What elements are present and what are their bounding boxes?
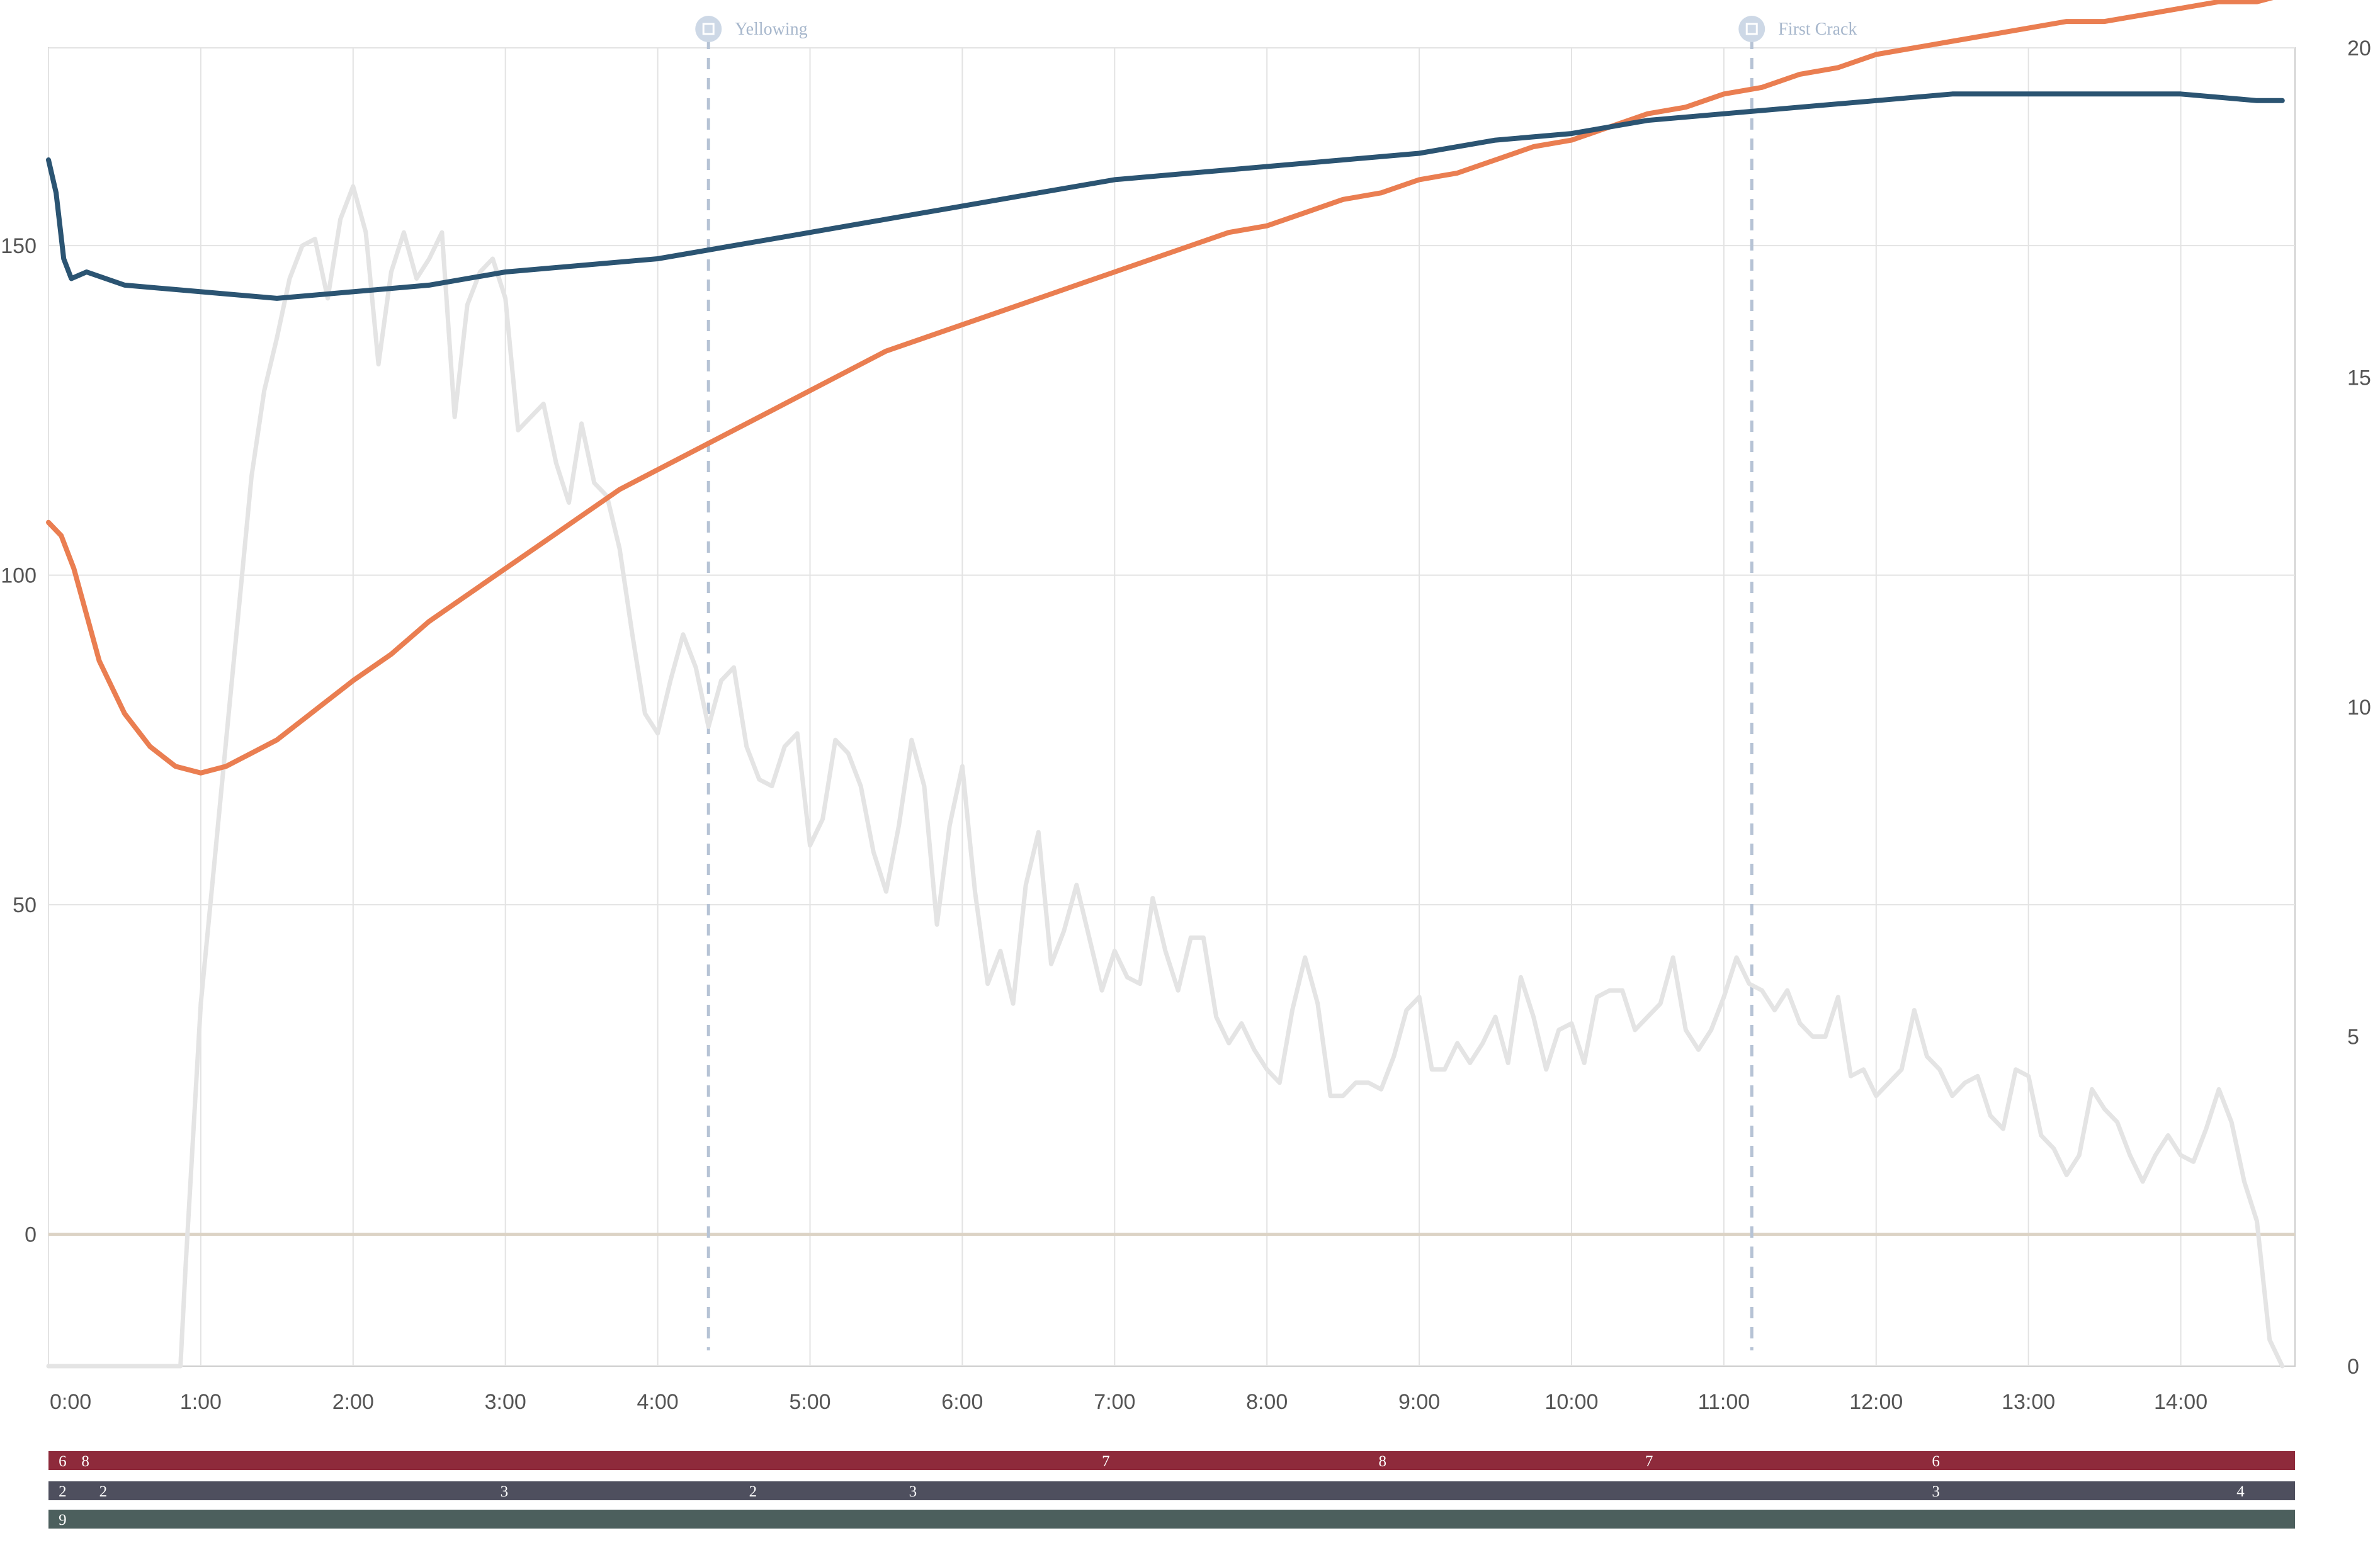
y-right-tick-label: 15: [2347, 366, 2371, 390]
bottom-strip: [48, 1481, 2295, 1500]
strip-label: 2: [59, 1483, 67, 1500]
y-axis-left: 0 50 100 150: [1, 234, 37, 1247]
x-axis: 0:00 1:00 2:00 3:00 4:00 5:00 6:00 7:00 8:00 9:00…: [50, 1390, 2207, 1414]
x-tick-label: 12:00: [1849, 1390, 1903, 1414]
bt-series-line: [46, 91, 2285, 301]
x-tick-label: 10:00: [1544, 1390, 1598, 1414]
event-square-icon: [702, 23, 715, 35]
bottom-strip: [48, 1451, 2295, 1470]
y-right-tick-label: 5: [2347, 1026, 2359, 1049]
strip-label: 8: [81, 1453, 89, 1470]
strip-label: 8: [1379, 1453, 1387, 1470]
grid-lines: [48, 47, 2296, 1367]
bottom-strips: 6 8 7 8 7 62 2 3 2 3 3 49: [48, 1451, 2295, 1529]
x-tick-label: 8:00: [1246, 1390, 1288, 1414]
strip-label: 9: [59, 1512, 67, 1529]
event-markers: Yellowing First Crack: [695, 16, 1857, 1350]
event-marker-icon[interactable]: [695, 16, 722, 42]
event-label: Yellowing: [735, 20, 807, 39]
y-right-tick-label: 0: [2347, 1355, 2359, 1379]
x-tick-label: 14:00: [2154, 1390, 2207, 1414]
ror-series-line: [46, 184, 2285, 1369]
y-left-tick-label: 50: [13, 893, 37, 917]
strip-label: 6: [1932, 1453, 1940, 1470]
strip-label: 2: [99, 1483, 108, 1500]
event-square-icon: [1745, 23, 1758, 35]
x-tick-label: 4:00: [637, 1390, 678, 1414]
x-tick-label: 7:00: [1094, 1390, 1135, 1414]
y-right-tick-label: 20: [2347, 37, 2371, 60]
strip-label: 3: [501, 1483, 509, 1500]
x-tick-label: 5:00: [789, 1390, 830, 1414]
x-tick-label: 9:00: [1398, 1390, 1440, 1414]
y-left-tick-label: 0: [25, 1223, 37, 1247]
x-tick-label: 0:00: [50, 1390, 91, 1414]
x-tick-label: 2:00: [332, 1390, 374, 1414]
event-label: First Crack: [1778, 20, 1857, 39]
x-tick-label: 11:00: [1698, 1390, 1750, 1414]
event-marker-icon[interactable]: [1738, 16, 1765, 42]
bottom-strip: [48, 1510, 2295, 1529]
x-tick-label: 6:00: [941, 1390, 983, 1414]
series-lines: [46, 0, 2285, 1369]
y-right-tick-label: 10: [2347, 696, 2371, 720]
x-tick-label: 13:00: [2002, 1390, 2055, 1414]
strip-label: 4: [2236, 1483, 2245, 1500]
strip-label: 2: [749, 1483, 757, 1500]
strip-label: 7: [1102, 1453, 1110, 1470]
x-tick-label: 1:00: [180, 1390, 222, 1414]
y-left-tick-label: 150: [1, 234, 37, 258]
y-left-tick-label: 100: [1, 564, 37, 588]
y-axis-right: 0 5 10 15 20: [2347, 37, 2371, 1379]
et-series-line: [46, 0, 2274, 776]
strip-label: 3: [1932, 1483, 1940, 1500]
strip-label: 3: [909, 1483, 917, 1500]
strip-label: 6: [59, 1453, 67, 1470]
x-tick-label: 3:00: [485, 1390, 526, 1414]
strip-label: 7: [1645, 1453, 1653, 1470]
